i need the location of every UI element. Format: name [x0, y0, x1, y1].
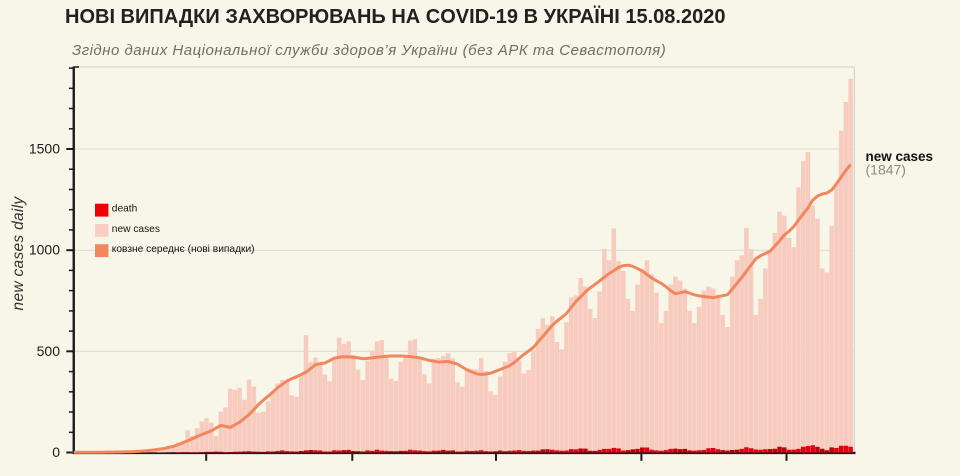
- svg-text:death: death: [112, 204, 138, 215]
- svg-text:1000: 1000: [29, 242, 60, 258]
- svg-text:ковзне середнє (нові випадки): ковзне середнє (нові випадки): [112, 244, 255, 255]
- svg-text:new cases: new cases: [866, 149, 934, 164]
- svg-text:1500: 1500: [29, 141, 60, 157]
- svg-text:(1847): (1847): [866, 162, 906, 178]
- svg-text:new cases: new cases: [112, 224, 160, 235]
- svg-text:500: 500: [37, 343, 61, 359]
- svg-text:new cases daily: new cases daily: [10, 196, 27, 311]
- svg-text:0: 0: [52, 444, 60, 460]
